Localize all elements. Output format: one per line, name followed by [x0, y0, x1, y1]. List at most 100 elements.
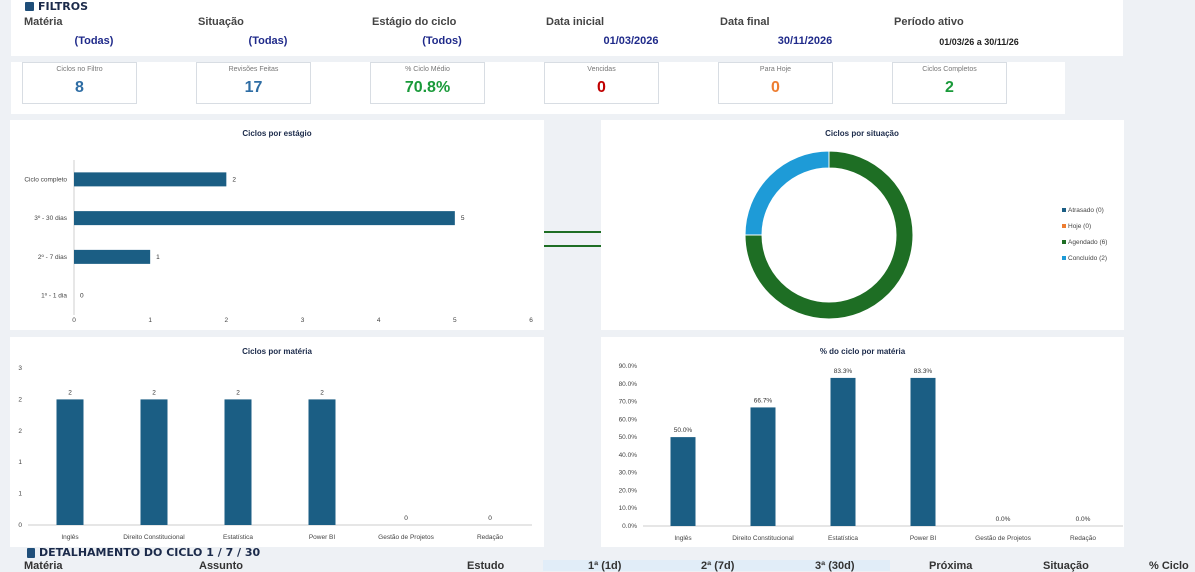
- col-materia[interactable]: Matéria: [24, 560, 63, 572]
- data-label: 0: [80, 293, 84, 300]
- kpi-label: Revisões Feitas: [228, 66, 279, 73]
- chart-ciclos-por-materia: Ciclos por matéria 0 1 1 2 2 3 2 Inglês 2 Direito …: [18, 347, 532, 541]
- filter-data-inicial-input[interactable]: 01/03/2026: [603, 35, 659, 47]
- data-label: 2: [236, 389, 240, 396]
- chart-panel-estagio: Ciclos por estágio Ciclo completo 2 3º - 30…: [10, 120, 544, 330]
- detail-title: DETALHAMENTO DO CICLO 1 / 7 / 30: [39, 546, 261, 559]
- kpi-card: Vencidas 0: [544, 62, 659, 104]
- filter-label-estagio: Estágio do ciclo: [372, 16, 457, 28]
- data-label: 83.3%: [914, 368, 933, 375]
- bar: [308, 399, 336, 525]
- bar: [140, 399, 168, 525]
- category-label: Redação: [1070, 535, 1096, 542]
- filters-panel: FILTROS Matéria (Todas) Situação (Todas)…: [11, 0, 1123, 56]
- y-tick-label: 20.0%: [619, 487, 638, 494]
- legend-swatch: [1062, 256, 1066, 260]
- kpi-card: Revisões Feitas 17: [196, 62, 311, 104]
- chart-panel-pct: % do ciclo por matéria 0.0% 10.0% 20.0% 30.0…: [601, 337, 1124, 547]
- data-label: 2: [320, 389, 324, 396]
- legend-label: Agendado (6): [1068, 239, 1107, 246]
- filter-label-data-inicial: Data inicial: [546, 16, 605, 28]
- chart-ciclos-por-situacao: Ciclos por situação Atrasado (0) Hoje (0) A…: [744, 129, 1107, 320]
- x-tick-label: 2: [225, 317, 229, 324]
- category-label: 1º - 1 dia: [41, 293, 67, 300]
- kpi-value: 70.8%: [404, 79, 451, 96]
- chart-ciclos-por-estagio: Ciclos por estágio Ciclo completo 2 3º - 30…: [24, 129, 533, 324]
- y-tick-label: 0: [18, 522, 22, 529]
- col-pct-ciclo[interactable]: % Ciclo: [1149, 560, 1189, 572]
- col-assunto[interactable]: Assunto: [199, 560, 243, 572]
- bar: [224, 399, 252, 525]
- filter-icon: [25, 2, 34, 11]
- kpi-strip: [11, 62, 1065, 114]
- kpi-label: Ciclos Completos: [922, 66, 977, 73]
- data-label: 83.3%: [834, 368, 853, 375]
- kpi-card: % Ciclo Médio 70.8%: [370, 62, 485, 104]
- category-label: Inglês: [674, 535, 692, 542]
- legend-label: Hoje (0): [1068, 223, 1091, 230]
- chart-title: Ciclos por matéria: [242, 347, 312, 356]
- col-proxima[interactable]: Próxima: [929, 560, 973, 572]
- category-label: Gestão de Projetos: [378, 534, 434, 541]
- kpi-card: Para Hoje 0: [718, 62, 833, 104]
- legend-label: Concluído (2): [1068, 255, 1107, 262]
- col-situacao[interactable]: Situação: [1043, 560, 1089, 572]
- kpi-label: Para Hoje: [759, 66, 792, 73]
- bar: [670, 437, 696, 526]
- x-tick-label: 4: [377, 317, 381, 324]
- legend-swatch: [1062, 208, 1066, 212]
- kpi-value: 0: [597, 79, 606, 96]
- data-label: 0: [488, 515, 492, 522]
- data-label: 50.0%: [674, 427, 693, 434]
- category-label: 2º - 7 dias: [38, 254, 68, 261]
- donut-slice: [744, 150, 830, 236]
- x-tick-label: 3: [301, 317, 305, 324]
- x-tick-label: 5: [453, 317, 457, 324]
- data-label: 2: [68, 389, 72, 396]
- filter-label-data-final: Data final: [720, 16, 770, 28]
- data-label: 1: [156, 254, 160, 261]
- filter-estagio-select[interactable]: (Todos): [422, 35, 462, 47]
- document-icon: [27, 547, 35, 558]
- x-tick-label: 6: [529, 317, 533, 324]
- category-label: Inglês: [61, 534, 79, 541]
- filter-data-final-input[interactable]: 30/11/2026: [777, 35, 833, 47]
- kpi-value: 2: [945, 79, 954, 96]
- category-label: Gestão de Projetos: [975, 535, 1031, 542]
- bar: [910, 377, 936, 526]
- col-revisao-2[interactable]: 2ª (7d): [701, 560, 735, 572]
- category-label: Estatística: [223, 534, 253, 541]
- data-label: 0: [404, 515, 408, 522]
- bar: [830, 377, 856, 526]
- detail-review-band: [543, 560, 890, 571]
- col-revisao-3[interactable]: 3ª (30d): [815, 560, 855, 572]
- col-revisao-1[interactable]: 1ª (1d): [588, 560, 622, 572]
- chart-title: Ciclos por situação: [825, 129, 899, 138]
- y-tick-label: 50.0%: [619, 434, 638, 441]
- filter-situacao-select[interactable]: (Todas): [248, 35, 288, 47]
- y-tick-label: 1: [18, 459, 22, 466]
- kpi-label: % Ciclo Médio: [405, 66, 450, 73]
- donut-slice: [744, 150, 914, 320]
- y-tick-label: 1: [18, 491, 22, 498]
- data-label: 66.7%: [754, 397, 773, 404]
- chart-title: Ciclos por estágio: [242, 129, 311, 138]
- col-estudo[interactable]: Estudo: [467, 560, 505, 572]
- filter-label-periodo: Período ativo: [894, 16, 964, 28]
- category-label: Power BI: [309, 534, 336, 541]
- filters-header: FILTROS: [25, 0, 88, 13]
- legend-label: Atrasado (0): [1068, 207, 1104, 214]
- x-tick-label: 1: [148, 317, 152, 324]
- category-label: Power BI: [910, 535, 937, 542]
- bar: [56, 399, 84, 525]
- x-tick-label: 0: [72, 317, 76, 324]
- chart-pct-ciclo-por-materia: % do ciclo por matéria 0.0% 10.0% 20.0% 30.0…: [619, 347, 1123, 542]
- kpi-label: Ciclos no Filtro: [56, 66, 103, 73]
- y-tick-label: 40.0%: [619, 452, 638, 459]
- y-tick-label: 0.0%: [622, 523, 637, 530]
- category-label: Estatística: [828, 535, 858, 542]
- filter-materia-select[interactable]: (Todas): [74, 35, 114, 47]
- category-label: Ciclo completo: [24, 176, 67, 183]
- filters-title: FILTROS: [38, 0, 89, 13]
- y-tick-label: 70.0%: [619, 399, 638, 406]
